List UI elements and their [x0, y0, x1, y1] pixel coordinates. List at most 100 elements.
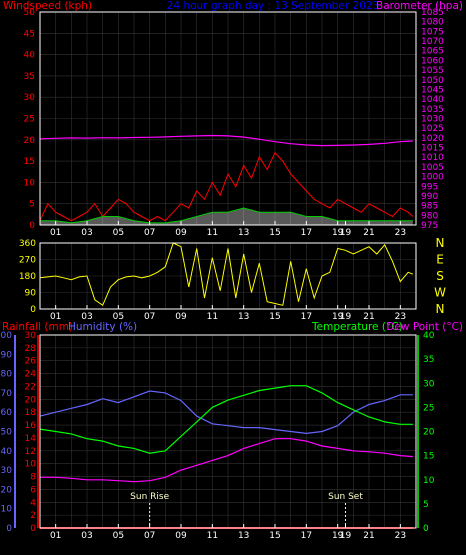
- x-tick-label: 05: [113, 531, 124, 541]
- rain-tick-label: 6: [30, 485, 36, 495]
- temp-tick-label: 5: [423, 500, 429, 510]
- baro-tick-label: 1015: [421, 144, 444, 154]
- compass-label: S: [436, 269, 444, 283]
- wind-grid: [39, 11, 417, 226]
- baro-tick-label: 980: [421, 211, 438, 221]
- x-tick-label: 13: [238, 531, 249, 541]
- rain-tick-label: 0: [30, 524, 36, 534]
- direction-tick-label: 0: [30, 305, 36, 315]
- x-tick-label: 03: [81, 228, 92, 238]
- humidity-tick-label: 90: [1, 350, 13, 360]
- x-tick-label: 09: [175, 228, 187, 238]
- rain-tick-label: 28: [25, 344, 37, 354]
- humidity-tick-label: 0: [6, 524, 12, 534]
- direction-series: [39, 242, 414, 307]
- dewpoint-axis-title: Dew Point (°C): [386, 321, 463, 333]
- wind-tick-label: 0: [29, 221, 35, 231]
- humidity-tick-label: 100: [0, 331, 12, 341]
- humidity-axis-title: Humidity (%): [68, 321, 137, 333]
- baro-tick-label: 1035: [421, 105, 444, 115]
- x-tick-label: 21: [363, 531, 374, 541]
- rain-tick-label: 2: [30, 511, 36, 521]
- baro-tick-label: 975: [421, 221, 438, 231]
- wind-tick-label: 15: [24, 157, 35, 167]
- rain-tick-label: 14: [25, 434, 37, 444]
- compass-label: N: [436, 302, 445, 316]
- baro-tick-label: 1060: [421, 56, 444, 66]
- baro-tick-label: 1085: [421, 8, 444, 18]
- rain-tick-label: 26: [25, 357, 37, 367]
- baro-tick-label: 1045: [421, 85, 444, 95]
- x-tick-label: 19: [340, 312, 352, 322]
- humidity-tick-label: 10: [1, 505, 13, 515]
- baro-tick-label: 985: [421, 202, 438, 212]
- baro-tick-label: 1020: [421, 134, 444, 144]
- wind-tick-label: 5: [29, 200, 35, 210]
- baro-tick-label: 990: [421, 192, 438, 202]
- baro-tick-label: 1055: [421, 66, 444, 76]
- windspeed-series: [39, 151, 414, 222]
- temp-tick-label: 35: [423, 355, 434, 365]
- wind-pressure-panel: 0510152025303540455097598098599099510001…: [24, 8, 445, 238]
- x-tick-label: 11: [207, 312, 218, 322]
- compass-label: W: [434, 286, 446, 300]
- rain-tick-label: 4: [30, 498, 36, 508]
- x-tick-label: 01: [50, 228, 61, 238]
- x-tick-label: 23: [395, 531, 406, 541]
- x-tick-label: 09: [175, 312, 187, 322]
- humidity-tick-label: 30: [1, 466, 13, 476]
- baro-tick-label: 1030: [421, 115, 444, 125]
- temp-tick-label: 25: [423, 403, 434, 413]
- barometer-series: [39, 134, 413, 147]
- humidity-series: [39, 390, 413, 435]
- barometer-axis-title: Barometer (hpa): [376, 0, 463, 12]
- rain-tick-label: 10: [25, 460, 37, 470]
- x-tick-label: 11: [207, 531, 218, 541]
- temp-tick-label: 30: [423, 379, 435, 389]
- direction-axes: 0 N 90 W 180 S 270 E 360 N 01 03 05 07 09 11 13 15 17 19 21 2…: [19, 236, 446, 322]
- x-tick-label: 17: [301, 312, 312, 322]
- wind-tick-label: 25: [24, 115, 35, 125]
- x-tick-label: 13: [238, 312, 249, 322]
- dewpoint-series: [40, 438, 413, 483]
- temp-frame: [39, 334, 417, 529]
- x-tick-label: 15: [269, 312, 280, 322]
- x-tick-label: 11: [207, 228, 218, 238]
- baro-tick-label: 1010: [421, 153, 444, 163]
- wind-tick-label: 50: [24, 8, 36, 18]
- compass-label: N: [436, 236, 445, 250]
- humidity-tick-label: 20: [1, 485, 13, 495]
- rain-tick-label: 8: [30, 473, 36, 483]
- baro-tick-label: 1025: [421, 124, 444, 134]
- direction-tick-label: 270: [19, 256, 36, 266]
- direction-tick-label: 180: [19, 272, 36, 282]
- x-tick-label: 19: [332, 312, 344, 322]
- baro-tick-label: 1070: [421, 37, 444, 47]
- temperature-series: [39, 385, 413, 454]
- x-tick-label: 03: [81, 312, 92, 322]
- wind-tick-label: 45: [24, 29, 35, 39]
- rain-tick-label: 24: [25, 370, 37, 380]
- temperature-axis-title: Temperature (°C): [311, 321, 403, 333]
- chart-title: 24 hour graph day : 13 September 2023: [167, 0, 379, 12]
- baro-tick-label: 1040: [421, 95, 444, 105]
- direction-tick-label: 90: [25, 289, 37, 299]
- x-tick-label: 23: [395, 312, 406, 322]
- x-tick-label: 19: [332, 531, 344, 541]
- x-tick-label: 01: [50, 531, 61, 541]
- rain-tick-label: 30: [25, 331, 37, 341]
- sun-annotations: Sun Rise Sun Set: [130, 492, 363, 528]
- x-tick-label: 23: [395, 228, 406, 238]
- x-tick-label: 09: [175, 531, 187, 541]
- compass-label: E: [436, 253, 444, 267]
- x-tick-label: 03: [81, 531, 92, 541]
- x-tick-label: 05: [113, 228, 124, 238]
- windspeed-axis-title: Windspeed (kph): [3, 0, 92, 12]
- x-tick-label: 05: [113, 312, 124, 322]
- wind-tick-label: 30: [24, 93, 36, 103]
- direction-tick-label: 360: [19, 239, 36, 249]
- temp-axes: 0102030405060708090100024681012141618202…: [0, 331, 435, 541]
- x-tick-label: 21: [363, 312, 374, 322]
